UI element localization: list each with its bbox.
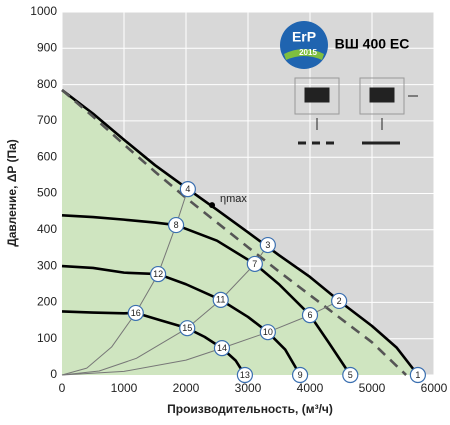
operating-point <box>331 292 348 310</box>
curve <box>61 89 419 376</box>
operating-point <box>179 181 196 198</box>
point-label: 1 <box>415 370 420 380</box>
x-tick-label: 0 <box>59 381 66 395</box>
y-tick-label: 800 <box>37 77 57 91</box>
logo-year: 2015 <box>299 48 317 57</box>
x-tick-label: 6000 <box>421 381 448 395</box>
operating-point <box>236 366 253 384</box>
operating-point <box>409 366 426 384</box>
operating-point <box>342 366 359 384</box>
operating-point <box>246 255 263 273</box>
point-label: 3 <box>265 240 270 250</box>
eta-max-point <box>209 202 216 209</box>
x-tick-label: 4000 <box>297 381 324 395</box>
chart-title: ВШ 400 ЕС <box>335 36 410 52</box>
point-label: 7 <box>252 259 257 269</box>
operating-point <box>259 324 276 341</box>
area <box>62 90 418 376</box>
y-axis-label: Давление, ΔP (Па) <box>5 139 19 247</box>
x-tick-label: 2000 <box>173 381 200 395</box>
point-label: 12 <box>153 269 163 279</box>
operating-point <box>167 216 185 234</box>
point-label: 5 <box>348 370 353 380</box>
operating-point <box>259 236 276 254</box>
point-label: 8 <box>174 220 179 230</box>
point-label: 4 <box>185 184 190 194</box>
operating-point <box>179 320 196 337</box>
point-label: 9 <box>298 370 303 380</box>
curve <box>61 310 246 376</box>
curve <box>61 264 302 376</box>
schematic-box <box>294 77 340 115</box>
schematic <box>294 77 418 145</box>
y-tick-label: 200 <box>37 295 57 309</box>
y-tick-label: 900 <box>37 40 57 54</box>
x-tick-label: 3000 <box>235 381 262 395</box>
operating-point <box>212 291 229 308</box>
ticks: 0 1000 2000 3000 4000 5000 6000 0 100 200 300 400 50… <box>30 4 447 395</box>
y-tick-label: 700 <box>37 113 57 127</box>
curves <box>61 89 419 376</box>
curve <box>61 213 352 376</box>
x-tick-label: 1000 <box>111 381 138 395</box>
logo-text: ErP <box>292 29 316 45</box>
point-label: 14 <box>217 343 227 353</box>
logo: ErP 2015 <box>280 21 328 69</box>
operating-point <box>127 304 144 322</box>
operating-point <box>213 340 231 357</box>
y-tick-label: 300 <box>37 258 57 272</box>
x-tick-label: 5000 <box>359 381 386 395</box>
y-tick-label: 1000 <box>30 4 57 18</box>
y-tick-label: 600 <box>37 149 57 163</box>
x-axis-label: Производительность, (м³/ч) <box>167 402 333 416</box>
schematic-fan <box>369 87 395 103</box>
y-tick-label: 500 <box>37 186 57 200</box>
point-label: 11 <box>216 295 225 305</box>
point-label: 10 <box>263 327 273 337</box>
logo-swoosh <box>284 49 324 60</box>
schematic-fan <box>304 87 330 103</box>
eta-max-label: ηmax <box>220 193 247 205</box>
point-label: 16 <box>131 308 141 318</box>
y-tick-label: 0 <box>50 367 57 381</box>
operating-point <box>291 366 309 384</box>
curve <box>61 89 407 376</box>
y-tick-label: 100 <box>37 331 57 345</box>
operating-point <box>150 265 167 283</box>
y-tick-label: 400 <box>37 222 57 236</box>
point-label: 2 <box>337 296 342 306</box>
point-label: 15 <box>182 323 192 333</box>
point-label: 13 <box>240 370 250 380</box>
point-label: 6 <box>307 310 312 320</box>
operating-point <box>301 307 319 324</box>
schematic-box <box>359 77 405 115</box>
